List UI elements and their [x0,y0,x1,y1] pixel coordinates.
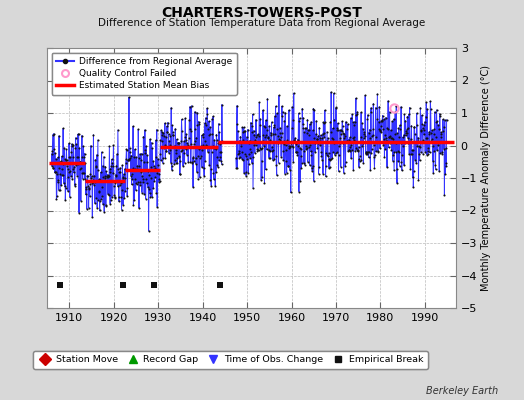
Text: Difference of Station Temperature Data from Regional Average: Difference of Station Temperature Data f… [99,18,425,28]
Text: CHARTERS-TOWERS-POST: CHARTERS-TOWERS-POST [161,6,363,20]
Y-axis label: Monthly Temperature Anomaly Difference (°C): Monthly Temperature Anomaly Difference (… [482,65,492,291]
Text: Berkeley Earth: Berkeley Earth [425,386,498,396]
Legend: Difference from Regional Average, Quality Control Failed, Estimated Station Mean: Difference from Regional Average, Qualit… [52,52,236,95]
Legend: Station Move, Record Gap, Time of Obs. Change, Empirical Break: Station Move, Record Gap, Time of Obs. C… [33,351,428,369]
